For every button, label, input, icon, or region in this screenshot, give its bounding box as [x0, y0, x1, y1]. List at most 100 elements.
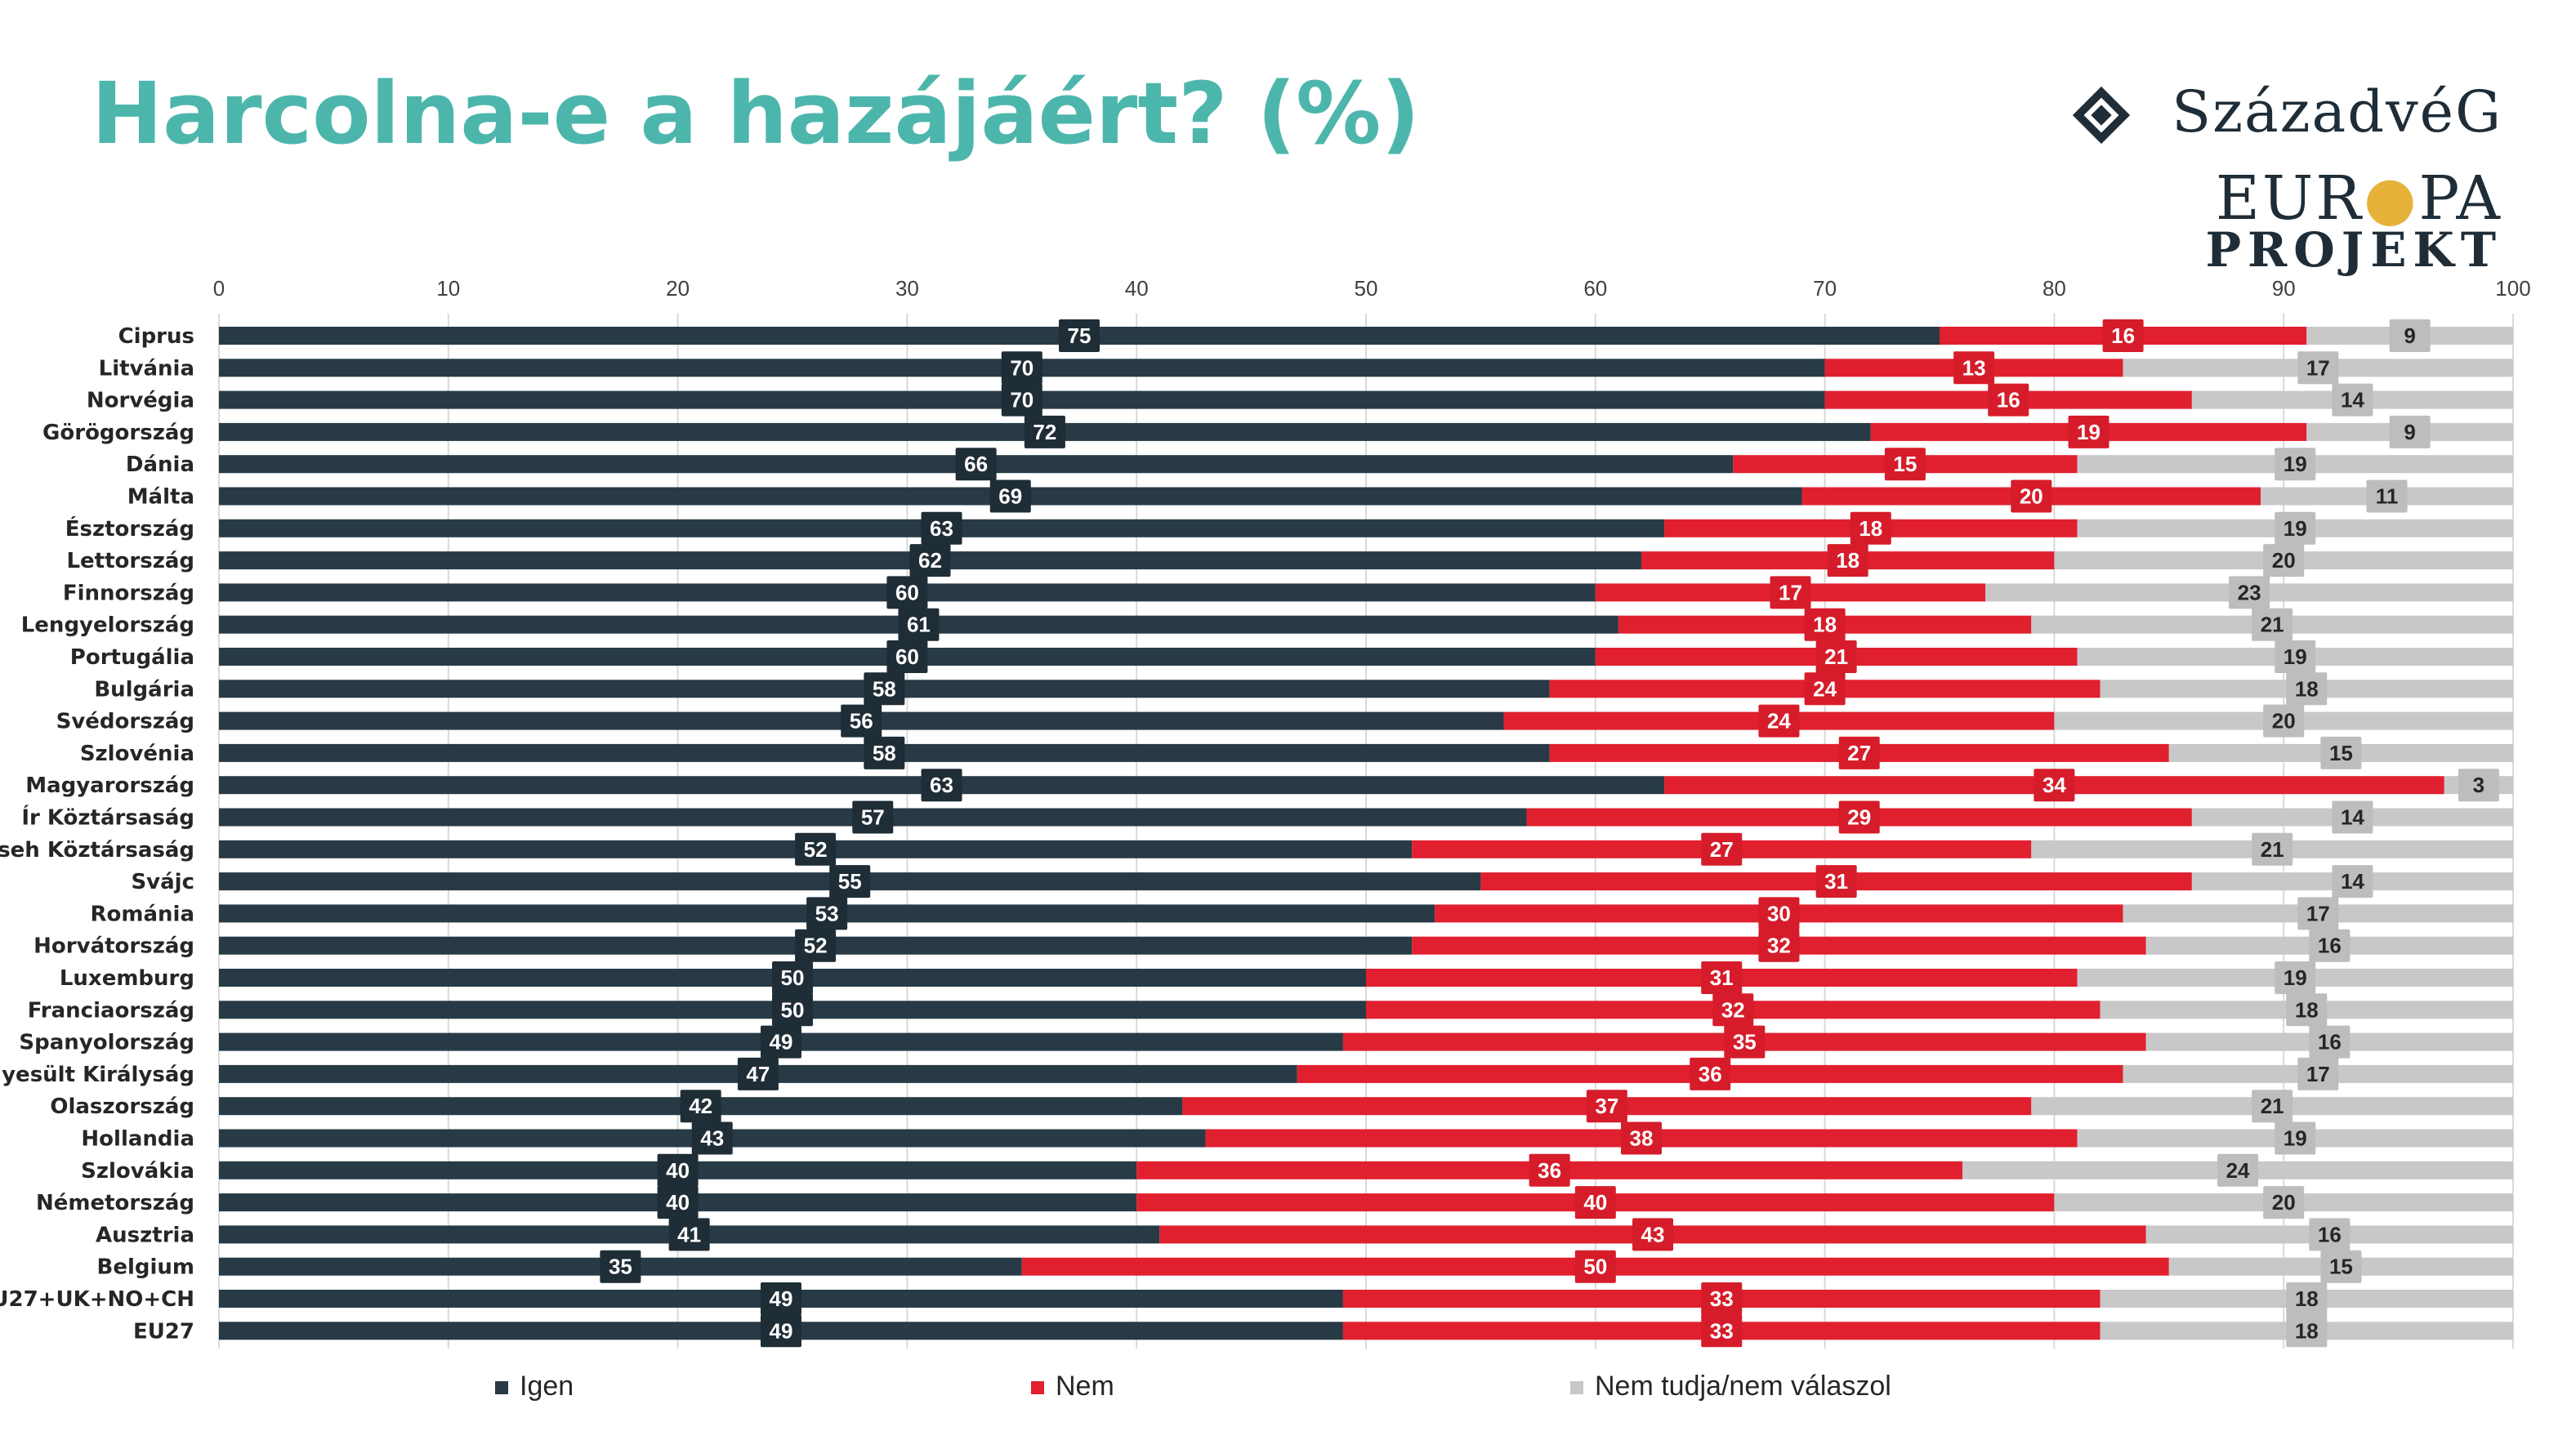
data-label-nt: 9: [2404, 420, 2415, 444]
data-label-bg-nt: [2275, 511, 2316, 545]
data-label-bg-nt: [2366, 479, 2408, 513]
data-label-bg-nem: [1701, 832, 1743, 866]
data-label-bg-nt: [2389, 415, 2431, 448]
x-tick-label-0: 0: [213, 276, 225, 301]
data-label-bg-nem: [1838, 800, 1880, 834]
data-label-bg-nt: [2275, 640, 2316, 673]
data-label-nt: 14: [2341, 805, 2364, 830]
data-label-nt: 14: [2341, 388, 2364, 412]
category-label: Horvátország: [33, 934, 194, 959]
category-label: Norvégia: [87, 389, 194, 413]
data-label-bg-nem: [1838, 736, 1880, 769]
data-label-bg-nt: [2320, 1250, 2362, 1283]
data-label-igen: 58: [873, 741, 896, 765]
category-label: Szlovénia: [80, 742, 194, 766]
data-label-igen: 52: [804, 934, 828, 958]
data-label-nem: 31: [1710, 965, 1734, 990]
data-label-bg-nem: [2068, 415, 2109, 448]
data-label-bg-igen: [772, 961, 813, 994]
category-label: Litvánia: [99, 356, 194, 381]
data-label-nt: 17: [2306, 355, 2330, 380]
category-label: Cseh Köztársaság: [0, 838, 194, 863]
data-label-igen: 69: [998, 484, 1022, 509]
logo-brand: SzázadvéG: [2172, 78, 2502, 145]
data-label-nem: 34: [2042, 773, 2066, 797]
data-label-bg-nem: [1770, 576, 1811, 609]
data-label-nt: 19: [2284, 452, 2307, 476]
data-label-nt: 15: [2329, 1255, 2353, 1279]
data-label-nem: 43: [1641, 1222, 1665, 1246]
data-label-nem: 27: [1710, 837, 1734, 862]
data-label-nt: 19: [2284, 1126, 2307, 1151]
data-label-bg-nt: [2309, 1218, 2351, 1251]
data-label-bg-igen: [657, 1153, 699, 1187]
data-label-bg-nt: [2332, 800, 2373, 834]
data-label-nt: 23: [2238, 580, 2261, 604]
data-label-nt: 18: [2295, 997, 2319, 1022]
data-label-bg-nt: [2309, 929, 2351, 962]
category-label: Belgium: [97, 1255, 195, 1280]
legend-swatch-nt: [1570, 1381, 1583, 1395]
data-label-igen: 61: [907, 613, 931, 637]
data-label-nem: 31: [1824, 869, 1848, 894]
category-label: EU27+UK+NO+CH: [0, 1287, 194, 1312]
data-label-igen: 50: [781, 965, 805, 990]
data-label-bg-nt: [2286, 1314, 2328, 1348]
data-label-nem: 21: [1824, 644, 1848, 669]
data-label-bg-nem: [1988, 383, 2029, 417]
data-label-nt: 20: [2272, 1190, 2296, 1215]
data-label-bg-nem: [1529, 1153, 1570, 1187]
data-label-nem: 33: [1710, 1318, 1734, 1343]
category-label: Németország: [36, 1191, 194, 1215]
data-label-bg-nem: [1620, 1121, 1662, 1155]
category-label: Lengyelország: [21, 613, 194, 638]
data-label-bg-nt: [2263, 544, 2305, 577]
data-label-nt: 16: [2318, 934, 2342, 958]
data-label-bg-nt: [2286, 1282, 2328, 1315]
data-label-nt: 17: [2306, 901, 2330, 925]
data-label-nem: 27: [1847, 741, 1871, 765]
data-label-nem: 37: [1595, 1094, 1618, 1118]
data-label-bg-nt: [2297, 1057, 2339, 1090]
data-label-bg-igen: [955, 448, 997, 481]
category-label: Észtország: [65, 515, 194, 542]
legend-swatch-igen: [495, 1381, 508, 1395]
data-label-bg-nem: [1815, 640, 1857, 673]
category-label: Görögország: [42, 421, 194, 445]
data-label-nem: 35: [1733, 1030, 1757, 1054]
data-label-nt: 20: [2272, 548, 2296, 573]
data-label-nem: 18: [1836, 548, 1859, 573]
data-label-bg-igen: [886, 576, 928, 609]
category-label: Olaszország: [50, 1095, 194, 1119]
data-label-nem: 32: [1721, 997, 1745, 1022]
data-label-bg-igen: [989, 479, 1031, 513]
x-tick-label-80: 80: [2042, 276, 2066, 301]
data-label-bg-nt: [2297, 351, 2339, 385]
data-label-igen: 47: [746, 1062, 770, 1086]
data-label-nem: 13: [1962, 355, 1986, 380]
data-label-nem: 19: [2077, 420, 2101, 444]
data-label-igen: 43: [700, 1126, 724, 1151]
data-label-nt: 17: [2306, 1062, 2330, 1086]
data-label-igen: 75: [1068, 323, 1092, 348]
data-label-igen: 53: [815, 901, 839, 925]
data-label-bg-igen: [921, 769, 962, 802]
data-label-bg-nem: [1815, 865, 1857, 898]
data-label-bg-nem: [1724, 1025, 1766, 1059]
data-label-bg-nem: [1827, 544, 1868, 577]
category-label: Portugália: [70, 645, 194, 670]
category-label: Ausztria: [96, 1223, 194, 1247]
legend-item-igen: Igen: [495, 1371, 574, 1402]
x-tick-label-40: 40: [1125, 276, 1149, 301]
data-label-bg-nt: [2252, 832, 2293, 866]
data-label-bg-igen: [909, 544, 951, 577]
data-label-bg-igen: [691, 1121, 733, 1155]
data-label-bg-nem: [1758, 929, 1800, 962]
x-tick-label-50: 50: [1355, 276, 1378, 301]
category-label: Lettország: [66, 549, 194, 573]
data-label-bg-igen: [841, 704, 882, 738]
data-label-igen: 70: [1010, 355, 1034, 380]
data-label-nt: 16: [2318, 1222, 2342, 1246]
chart-title: Harcolna-e a hazájáért? (%): [92, 64, 1420, 163]
data-label-bg-igen: [921, 511, 962, 545]
